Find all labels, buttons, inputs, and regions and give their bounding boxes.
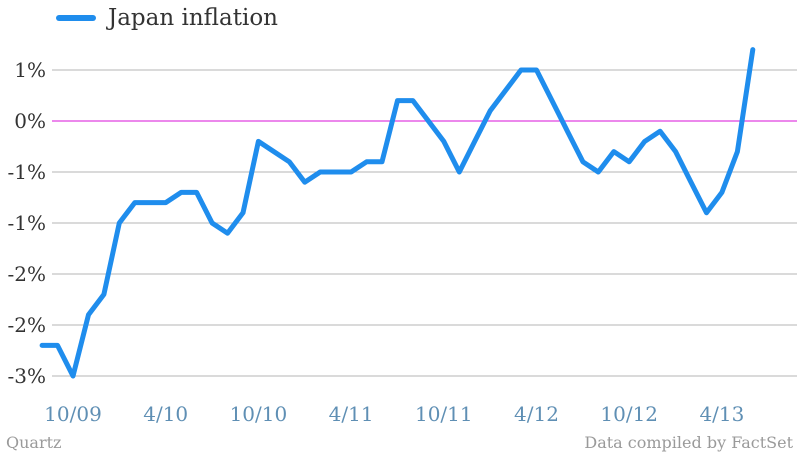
y-tick-label: -2% bbox=[8, 313, 47, 337]
x-tick-label: 10/12 bbox=[600, 402, 658, 426]
x-tick-label: 10/09 bbox=[44, 402, 102, 426]
y-tick-label: -1% bbox=[8, 160, 47, 184]
x-tick-label: 4/12 bbox=[514, 402, 559, 426]
y-tick-label: 1% bbox=[14, 58, 46, 82]
x-tick-label: 10/11 bbox=[415, 402, 473, 426]
source-right: Data compiled by FactSet bbox=[584, 433, 793, 452]
gridlines bbox=[52, 69, 797, 377]
legend-swatch bbox=[56, 15, 96, 21]
y-tick-label: -1% bbox=[8, 211, 47, 235]
x-tick-label: 10/10 bbox=[230, 402, 288, 426]
source-left: Quartz bbox=[6, 433, 62, 452]
series-line-japan-inflation bbox=[39, 47, 756, 379]
x-tick-label: 4/11 bbox=[329, 402, 374, 426]
y-axis-ticks: 1% 0% -1% -1% -2% -2% -3% bbox=[8, 58, 47, 388]
y-tick-label: 0% bbox=[14, 109, 46, 133]
y-tick-label: -3% bbox=[8, 364, 47, 388]
series-group bbox=[39, 47, 756, 379]
x-tick-label: 4/13 bbox=[699, 402, 744, 426]
legend-label: Japan inflation bbox=[108, 5, 278, 31]
legend: Japan inflation bbox=[56, 5, 278, 31]
y-tick-label: -2% bbox=[8, 262, 47, 286]
x-tick-label: 4/10 bbox=[143, 402, 188, 426]
x-axis-ticks: 10/09 4/10 10/10 4/11 10/11 4/12 10/12 4/13 bbox=[44, 402, 744, 426]
